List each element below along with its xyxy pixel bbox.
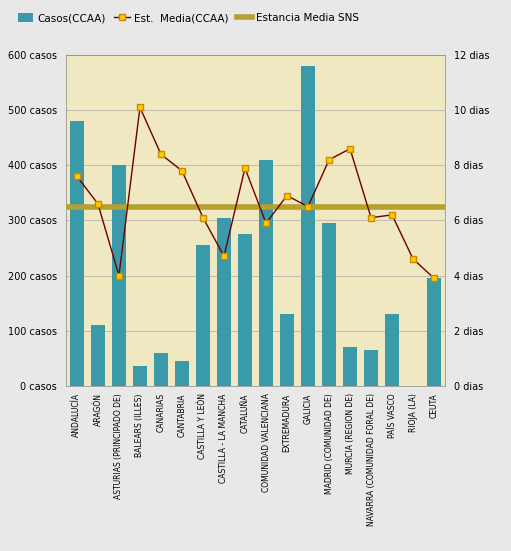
Bar — [154, 353, 168, 386]
Bar — [364, 350, 378, 386]
Bar — [175, 361, 190, 386]
Bar — [322, 223, 336, 386]
Bar — [69, 121, 84, 386]
Bar — [427, 278, 442, 386]
Bar — [90, 325, 105, 386]
Bar — [217, 218, 231, 386]
Bar — [385, 314, 400, 386]
Bar — [133, 366, 147, 386]
Bar — [111, 165, 126, 386]
Legend: Casos(CCAA), Est.  Media(CCAA), Estancia Media SNS: Casos(CCAA), Est. Media(CCAA), Estancia … — [15, 10, 361, 25]
Bar — [343, 347, 357, 386]
Bar — [196, 245, 211, 386]
Bar — [300, 66, 315, 386]
Bar — [259, 160, 273, 386]
Bar — [238, 234, 252, 386]
Bar — [280, 314, 294, 386]
